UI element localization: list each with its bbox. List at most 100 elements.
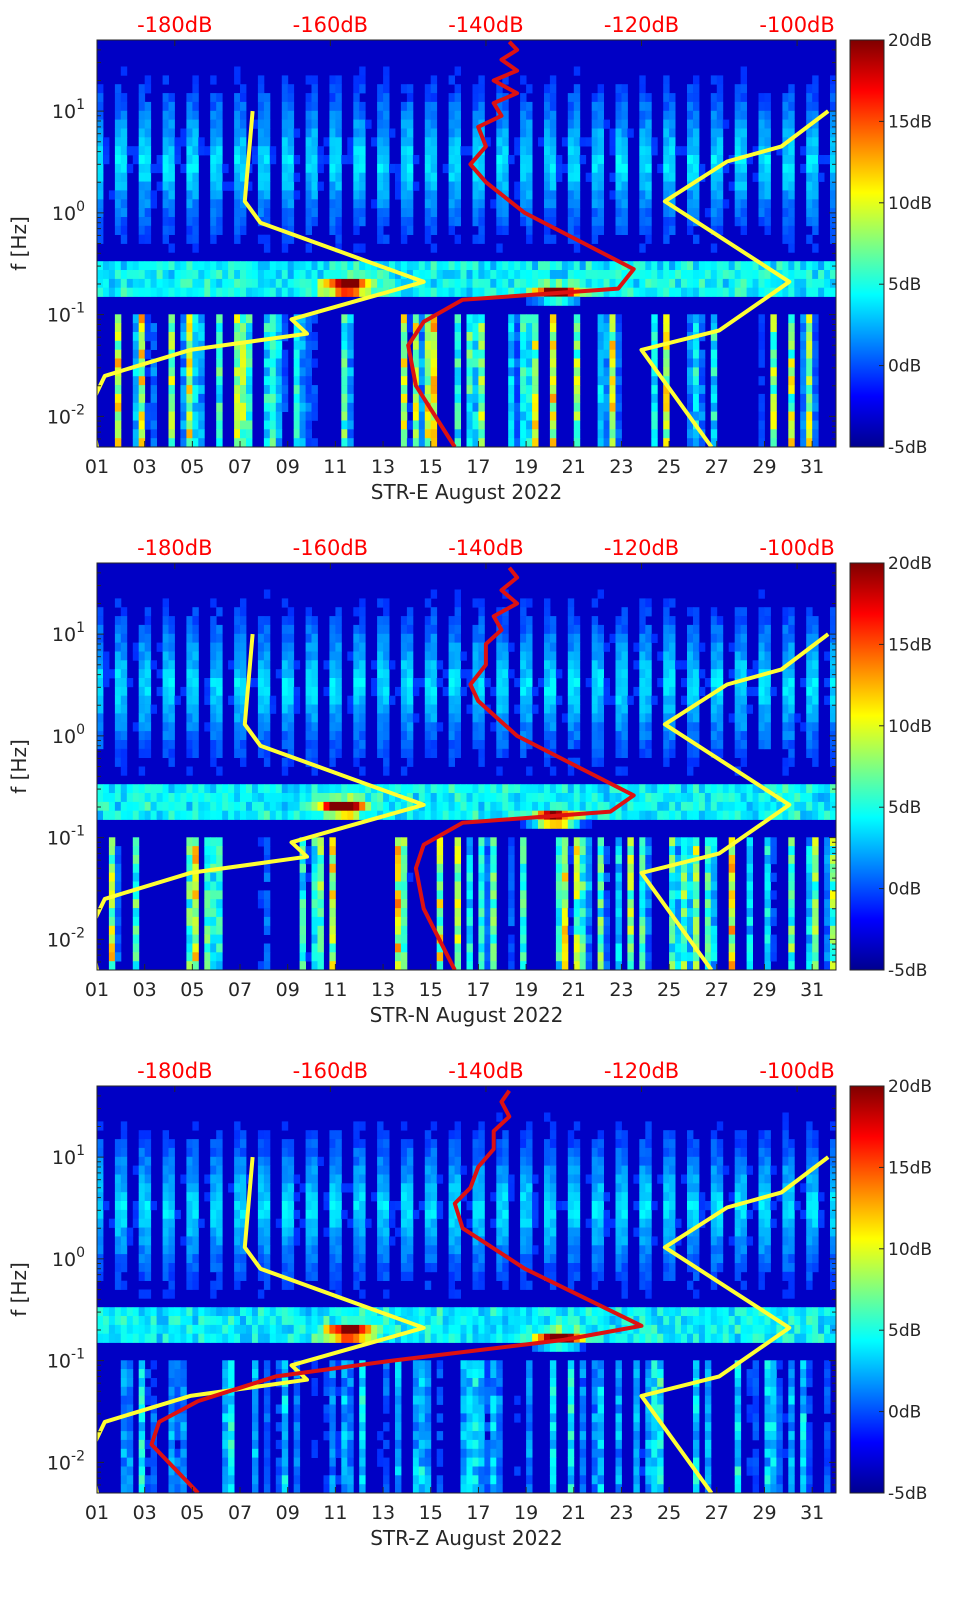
spectrogram-cell — [216, 367, 223, 377]
spectrogram-cell — [591, 810, 599, 820]
spectrogram-cell — [108, 934, 116, 944]
spectrogram-cell — [502, 678, 509, 688]
spectrogram-cell — [454, 678, 461, 688]
spectrogram-cell — [788, 385, 795, 395]
spectrogram-cell — [526, 367, 533, 377]
spectrogram-cell — [228, 278, 235, 289]
spectrogram-cell — [114, 402, 122, 412]
spectrogram-cell — [371, 278, 378, 289]
spectrogram-cell — [645, 624, 652, 635]
spectrogram-cell — [544, 119, 551, 129]
spectrogram-cell — [216, 172, 223, 182]
spectrogram-cell — [287, 748, 295, 758]
spectrogram-cell — [329, 669, 336, 679]
spectrogram-cell — [472, 651, 479, 661]
spectrogram-cell — [448, 278, 455, 289]
spectrogram-cell — [335, 801, 342, 812]
spectrogram-cell — [734, 110, 742, 120]
spectrogram-cell — [693, 119, 700, 129]
spectrogram-cell — [603, 846, 610, 856]
spectrogram-cell — [567, 740, 575, 750]
spectrogram-cell — [746, 952, 753, 962]
spectrogram-cell — [466, 385, 473, 395]
spectrogram-cell — [639, 846, 646, 856]
spectrogram-cell — [663, 208, 670, 218]
spectrogram-cell — [430, 217, 438, 227]
spectrogram-cell — [442, 810, 450, 820]
spectrogram-cell — [591, 678, 599, 688]
spectrogram-cell — [454, 172, 461, 182]
spectrogram-cell — [764, 863, 771, 873]
spectrogram-cell — [287, 110, 295, 120]
spectrogram-cell — [132, 863, 140, 873]
spectrogram-cell — [687, 349, 694, 359]
spectrogram-cell — [204, 925, 211, 935]
spectrogram-cell — [740, 731, 747, 741]
spectrogram-cell — [347, 314, 354, 324]
spectrogram-cell — [788, 607, 795, 617]
spectrogram-cell — [448, 695, 455, 705]
spectrogram-cell — [651, 810, 658, 820]
spectrogram-cell — [329, 642, 336, 652]
spectrogram-cell — [597, 314, 604, 324]
spectrogram-cell — [687, 172, 694, 182]
spectrogram-cell — [186, 349, 193, 359]
spectrogram-cell — [210, 146, 217, 156]
spectrogram-cell — [192, 810, 199, 820]
spectrogram-cell — [830, 181, 836, 191]
spectrogram-cell — [478, 429, 485, 439]
spectrogram-cell — [567, 181, 575, 191]
spectrogram-cell — [204, 837, 211, 847]
spectrogram-cell — [281, 731, 289, 741]
spectrogram-cell — [430, 713, 438, 723]
spectrogram-cell — [257, 208, 265, 218]
spectrogram-cell — [567, 225, 575, 235]
spectrogram-cell — [120, 678, 128, 688]
spectrogram-cell — [210, 624, 217, 635]
spectrogram-cell — [347, 340, 354, 350]
spectrogram-cell — [478, 332, 485, 342]
spectrogram-cell — [347, 385, 354, 395]
spectrogram-cell — [353, 101, 360, 112]
spectrogram-cell — [263, 908, 271, 918]
spectrogram-cell — [335, 225, 342, 235]
spectrogram-cell — [114, 101, 122, 112]
spectrogram-cell — [168, 740, 175, 750]
spectrogram-cell — [830, 225, 836, 235]
spectrogram-cell — [150, 367, 157, 377]
spectrogram-cell — [97, 225, 104, 235]
spectrogram-cell — [341, 810, 348, 820]
spectrogram-cell — [585, 137, 593, 147]
spectrogram-cell — [114, 669, 122, 679]
spectrogram-cell — [746, 863, 753, 873]
spectrogram-cell — [800, 402, 807, 412]
spectrogram-cell — [478, 607, 485, 617]
spectrogram-cell — [526, 217, 533, 227]
spectrogram-cell — [484, 287, 491, 297]
spectrogram-cell — [728, 899, 736, 909]
spectrogram-cell — [508, 429, 515, 439]
spectrogram-cell — [293, 349, 301, 359]
spectrogram-cell — [406, 101, 414, 112]
spectrogram-cell — [240, 793, 247, 803]
spectrogram-cell — [549, 429, 557, 439]
spectrogram-cell — [710, 793, 718, 803]
spectrogram-cell — [180, 793, 187, 803]
spectrogram-cell — [472, 801, 479, 812]
spectrogram-cell — [198, 411, 205, 421]
spectrogram-cell — [627, 899, 634, 909]
spectrogram-cell — [216, 908, 223, 918]
spectrogram-cell — [186, 393, 193, 404]
spectrogram-cell — [597, 349, 604, 359]
spectrogram-cell — [275, 420, 283, 430]
spectrogram-cell — [305, 332, 312, 342]
spectrogram-cell — [430, 722, 438, 732]
spectrogram-cell — [287, 234, 295, 244]
spectrogram-cell — [430, 748, 438, 758]
spectrogram-cell — [430, 740, 438, 750]
spectrogram-cell — [615, 810, 622, 820]
spectrogram-cell — [597, 332, 604, 342]
spectrogram-cell — [639, 952, 646, 962]
spectrogram-cell — [234, 793, 241, 803]
spectrogram-cell — [687, 916, 694, 927]
